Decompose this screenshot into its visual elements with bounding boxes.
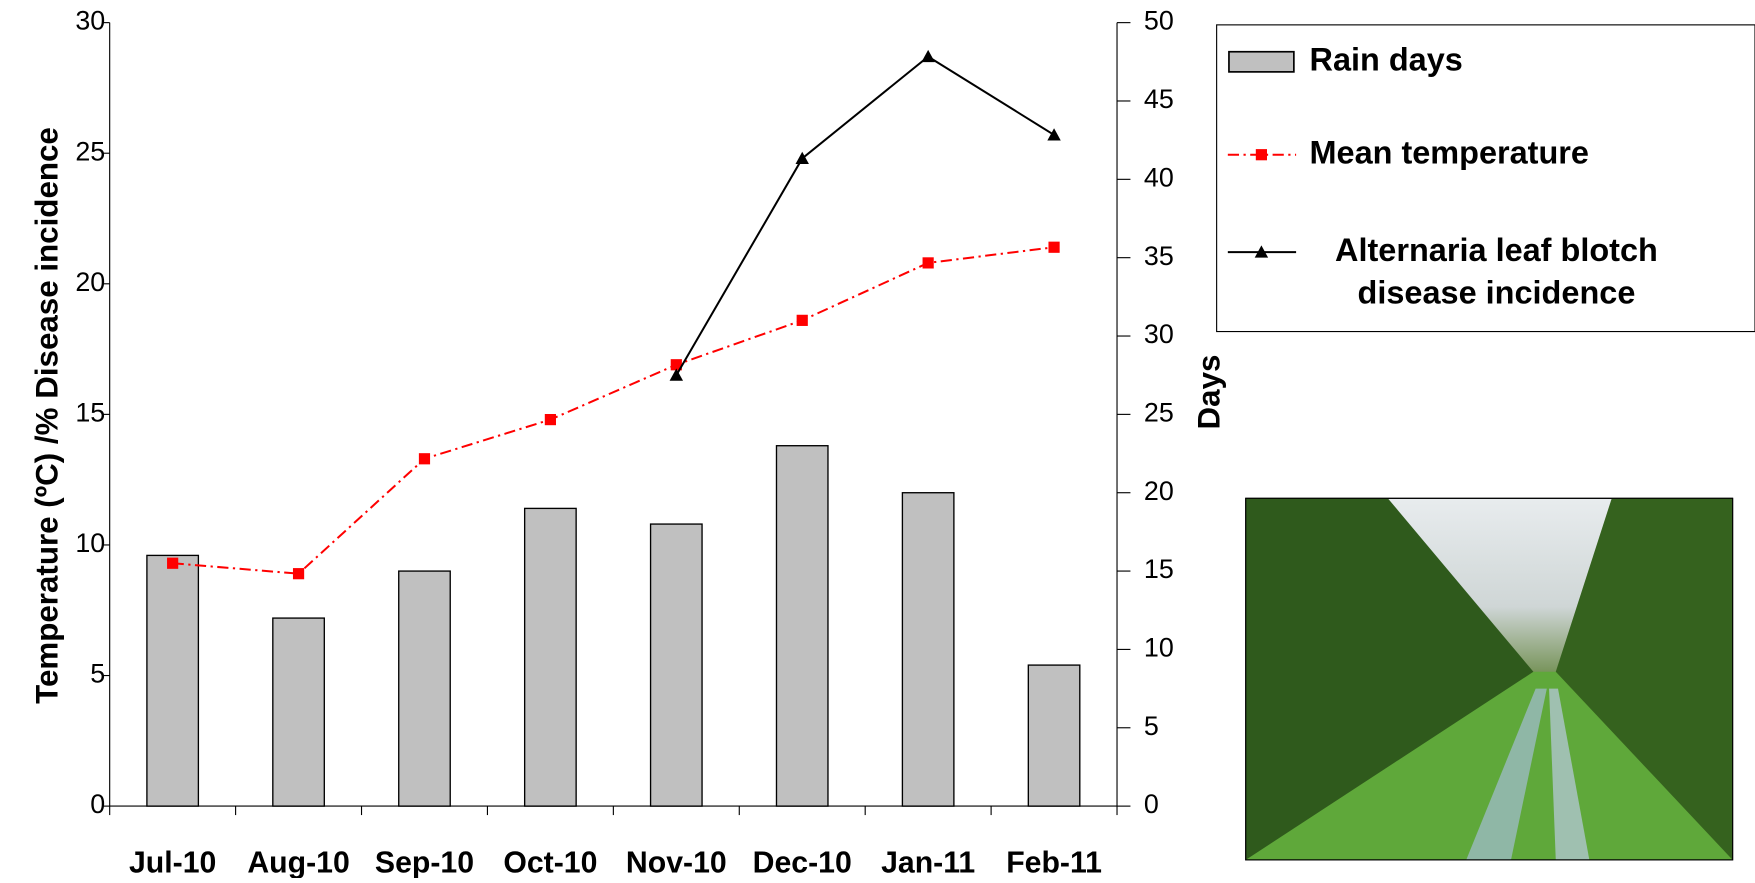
marker	[923, 257, 934, 268]
y-tick-label: 25	[75, 136, 105, 166]
legend-label: Rain days	[1310, 41, 1463, 77]
x-tick-label: Sep-10	[375, 846, 474, 878]
y-tick-label: 10	[75, 528, 105, 558]
bar	[273, 618, 324, 806]
y-tick-label: 5	[90, 659, 105, 689]
legend-swatch	[1229, 52, 1294, 72]
x-tick-label: Aug-10	[247, 846, 349, 878]
y2-tick-label: 20	[1144, 476, 1174, 506]
bar	[525, 508, 576, 806]
y2-tick-label: 35	[1144, 241, 1174, 271]
bar	[399, 571, 450, 806]
y2-tick-label: 15	[1144, 554, 1174, 584]
x-tick-label: Dec-10	[753, 846, 852, 878]
marker	[167, 558, 178, 569]
y-tick-label: 15	[75, 397, 105, 427]
x-tick-label: Nov-10	[626, 846, 727, 878]
bar	[902, 493, 953, 806]
page: Temperature (ºC) /% Disease incidence Da…	[0, 0, 1755, 878]
marker	[921, 50, 934, 62]
y2-axis-title: Days	[1191, 355, 1226, 430]
y-axis-title: Temperature (ºC) /% Disease incidence	[30, 127, 65, 704]
legend-label: Mean temperature	[1310, 134, 1589, 170]
bar	[776, 446, 827, 806]
x-tick-label: Oct-10	[503, 846, 597, 878]
marker	[419, 453, 430, 464]
marker	[797, 315, 808, 326]
y2-tick-label: 45	[1144, 84, 1174, 114]
marker	[1048, 242, 1059, 253]
marker	[545, 414, 556, 425]
y-tick-label: 0	[90, 789, 105, 819]
y2-tick-label: 30	[1144, 319, 1174, 349]
x-tick-label: Jul-10	[129, 846, 216, 878]
x-tick-label: Feb-11	[1006, 846, 1102, 878]
y2-tick-label: 25	[1144, 397, 1174, 427]
bar	[147, 555, 198, 806]
photo	[1246, 498, 1733, 860]
line	[676, 57, 1054, 376]
marker	[293, 568, 304, 579]
marker	[1047, 128, 1060, 140]
chart: Temperature (ºC) /% Disease incidence Da…	[0, 0, 1755, 878]
legend-label-box: Alternaria leaf blotch disease incidence	[1301, 230, 1749, 320]
y2-tick-label: 50	[1144, 6, 1174, 36]
y2-tick-label: 10	[1144, 633, 1174, 663]
y-tick-label: 30	[75, 6, 105, 36]
bar	[651, 524, 702, 806]
y2-tick-label: 5	[1144, 711, 1159, 741]
y2-tick-label: 0	[1144, 789, 1159, 819]
y2-tick-label: 40	[1144, 162, 1174, 192]
bar	[1028, 665, 1079, 806]
x-tick-label: Jan-11	[881, 846, 975, 878]
legend-marker	[1256, 149, 1267, 160]
y-tick-label: 20	[75, 267, 105, 297]
legend-label: Alternaria leaf blotch disease incidence	[1301, 230, 1693, 315]
